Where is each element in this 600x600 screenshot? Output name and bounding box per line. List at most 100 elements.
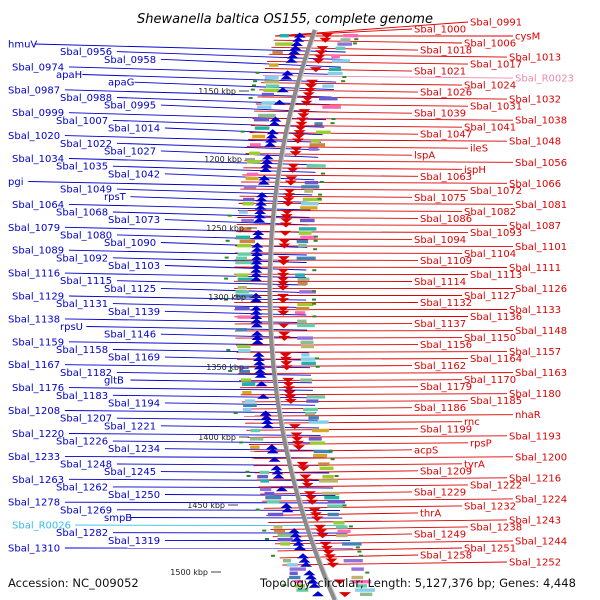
left-gene-label: rpsT (104, 192, 127, 203)
reverse-gene-arrow (255, 196, 268, 202)
tick-mark (321, 172, 325, 175)
feature-block (243, 197, 255, 202)
label-leader-line (249, 131, 419, 135)
feature-block (300, 357, 316, 361)
right-gene-label: Sbal_1031 (470, 102, 522, 113)
feature-block (300, 340, 314, 344)
feature-block (308, 420, 329, 424)
feature-block (322, 475, 334, 479)
right-gene-label: Sbal_1093 (470, 228, 522, 239)
label-leader-line (64, 364, 311, 369)
left-gene-label: Sbal_1245 (104, 467, 156, 478)
left-gene-label: Sbal_0988 (60, 93, 112, 104)
forward-gene-arrow (279, 230, 292, 236)
left-gene-label: Sbal_1116 (8, 269, 60, 280)
feature-block (254, 126, 270, 130)
left-gene-label: apaG (108, 78, 134, 89)
label-leader-line (239, 386, 419, 389)
reverse-gene-arrow (264, 141, 277, 147)
label-leader-line (235, 238, 413, 240)
right-gene-label: Sbal_1126 (515, 284, 567, 295)
reverse-gene-arrow (270, 465, 283, 471)
feature-block (277, 533, 296, 538)
tick-mark (239, 441, 243, 444)
forward-gene-arrow (316, 533, 329, 539)
feature-block (319, 466, 334, 470)
feature-block (246, 172, 259, 176)
forward-gene-arrow (302, 92, 315, 98)
forward-gene-arrow (279, 222, 292, 228)
reverse-gene-arrow (250, 297, 263, 303)
tick-mark (341, 80, 346, 83)
reverse-gene-arrow (251, 339, 264, 345)
feature-block (236, 273, 249, 277)
tick-mark (330, 122, 335, 125)
feature-block (306, 395, 326, 399)
tick-mark (250, 88, 255, 91)
forward-gene-arrow (284, 398, 297, 404)
label-leader-line (256, 477, 508, 481)
forward-gene-arrow (291, 138, 304, 144)
reverse-gene-arrow (261, 158, 274, 164)
forward-gene-arrow (279, 352, 292, 358)
right-gene-label: Sbal_1082 (464, 207, 516, 218)
reverse-gene-arrow (292, 36, 305, 42)
feature-block (343, 34, 359, 38)
label-leader-line (244, 160, 514, 163)
feature-block (242, 202, 254, 206)
left-gene-label: Sbal_1220 (12, 429, 64, 440)
forward-gene-arrow (277, 306, 290, 312)
reverse-gene-arrow (250, 263, 263, 269)
forward-gene-arrow (309, 512, 322, 518)
right-gene-label: Sbal_1047 (420, 130, 472, 141)
forward-gene-arrow (300, 100, 313, 106)
feature-block (351, 575, 364, 580)
reverse-gene-arrow (275, 486, 288, 492)
left-gene-label: Sbal_1282 (56, 528, 108, 539)
feature-block (355, 588, 375, 592)
left-gene-label: Sbal_1042 (108, 169, 160, 180)
label-leader-line (160, 58, 341, 68)
reverse-gene-arrow (268, 120, 281, 126)
reverse-gene-arrow (252, 351, 265, 357)
right-gene-label: Sbal_1087 (509, 221, 561, 232)
left-gene-label: Sbal_1248 (60, 460, 112, 471)
reverse-gene-arrow (250, 267, 263, 273)
forward-gene-arrow (283, 193, 296, 199)
feature-block (246, 160, 261, 164)
label-leader-line (74, 524, 345, 527)
right-gene-label: Sbal_1018 (420, 46, 472, 57)
feature-block (301, 361, 316, 365)
forward-gene-arrow (290, 146, 303, 152)
reverse-gene-arrow (255, 381, 268, 387)
reverse-gene-arrow (254, 208, 267, 214)
forward-gene-arrow (286, 167, 299, 173)
right-gene-label: Sbal_1244 (515, 537, 567, 548)
tick-mark (265, 538, 269, 540)
label-leader-line (236, 231, 469, 233)
tick-mark (224, 277, 229, 280)
right-gene-label: Sbal_1229 (414, 487, 466, 498)
label-leader-line (112, 486, 334, 489)
reverse-gene-arrow (290, 40, 303, 46)
tick-mark (248, 97, 253, 99)
feature-block (250, 143, 261, 147)
reverse-gene-arrow (250, 313, 263, 319)
kbp-label: 1500 kbp (170, 568, 208, 577)
feature-block (351, 567, 364, 571)
reverse-gene-arrow (303, 570, 316, 576)
right-gene-label: Sbal_1185 (470, 396, 522, 407)
label-leader-line (235, 245, 514, 247)
tick-mark (315, 357, 319, 360)
left-gene-label: Sbal_1310 (8, 544, 60, 555)
right-gene-label: Sbal_1006 (464, 39, 516, 50)
right-gene-label: Sbal_1216 (509, 473, 561, 484)
reverse-gene-arrow (308, 582, 321, 588)
forward-gene-arrow (297, 466, 310, 472)
reverse-gene-arrow (293, 544, 306, 550)
label-leader-line (237, 217, 419, 219)
tick-mark (246, 475, 251, 477)
feature-block (259, 470, 270, 475)
left-gene-label: Sbal_0995 (104, 101, 156, 112)
tick-mark (225, 239, 230, 242)
